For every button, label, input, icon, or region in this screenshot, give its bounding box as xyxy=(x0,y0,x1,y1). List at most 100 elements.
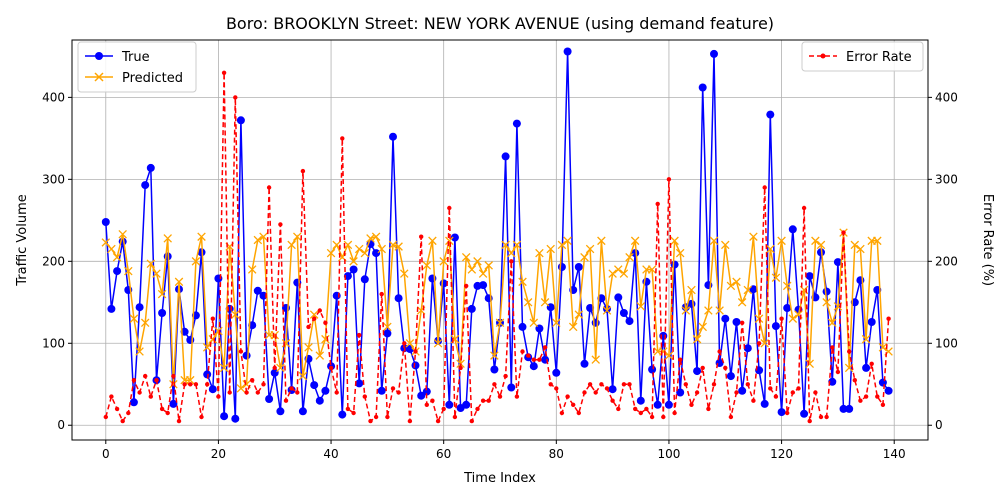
point-error-rate xyxy=(317,308,322,313)
point-error-rate xyxy=(627,382,632,387)
y-tick-label: 300 xyxy=(42,172,65,186)
point-predicted xyxy=(766,244,775,254)
legend-error-marker xyxy=(820,53,826,59)
point-error-rate xyxy=(390,386,396,391)
point-predicted xyxy=(236,384,246,393)
point-predicted xyxy=(777,236,786,246)
point-error-rate xyxy=(103,414,109,420)
point-true xyxy=(113,267,122,276)
point-predicted xyxy=(687,285,696,295)
point-true xyxy=(726,372,735,381)
point-predicted xyxy=(400,269,409,278)
point-error-rate xyxy=(526,353,531,358)
point-error-rate xyxy=(283,398,289,403)
point-true xyxy=(445,400,454,409)
point-error-rate xyxy=(847,349,852,354)
point-error-rate xyxy=(593,390,598,395)
point-true xyxy=(321,386,330,395)
point-error-rate xyxy=(182,382,187,387)
point-true xyxy=(186,336,195,344)
point-predicted xyxy=(445,236,454,246)
point-error-rate xyxy=(289,386,294,391)
x-tick-label: 80 xyxy=(549,447,564,461)
point-true xyxy=(529,362,538,371)
point-error-rate xyxy=(542,345,548,350)
point-true xyxy=(648,365,657,374)
point-true xyxy=(107,304,116,313)
point-true xyxy=(721,314,730,323)
point-error-rate xyxy=(633,406,638,412)
y2-tick-label: 200 xyxy=(935,254,958,268)
point-true xyxy=(236,116,245,125)
point-error-rate xyxy=(807,418,812,424)
point-predicted xyxy=(597,236,606,246)
point-true xyxy=(383,329,392,338)
point-error-rate xyxy=(599,382,604,387)
point-true xyxy=(653,400,662,409)
point-error-rate xyxy=(509,259,514,264)
point-error-rate xyxy=(193,382,199,387)
legend-left: True Predicted xyxy=(77,41,197,93)
point-predicted xyxy=(287,240,296,250)
point-predicted xyxy=(630,236,640,246)
point-predicted xyxy=(383,322,392,332)
legend-true-label: True xyxy=(121,50,150,65)
point-true xyxy=(822,287,831,296)
point-error-rate xyxy=(818,414,824,420)
point-predicted xyxy=(614,265,623,274)
point-true xyxy=(777,408,786,417)
point-error-rate xyxy=(661,414,666,420)
point-error-rate xyxy=(419,234,424,239)
point-predicted xyxy=(546,244,555,254)
point-error-rate xyxy=(131,378,137,383)
legend-predicted-label: Predicted xyxy=(122,71,183,86)
point-predicted xyxy=(394,242,403,251)
point-predicted xyxy=(467,265,477,274)
point-true xyxy=(693,367,702,376)
point-error-rate xyxy=(706,406,711,412)
point-predicted xyxy=(664,351,674,360)
point-error-rate xyxy=(745,382,750,387)
point-error-rate xyxy=(875,394,880,399)
point-predicted xyxy=(118,230,127,239)
point-true xyxy=(203,370,212,379)
x-tick-label: 40 xyxy=(323,447,338,461)
point-true xyxy=(129,398,138,407)
point-error-rate xyxy=(402,341,407,346)
point-error-rate xyxy=(801,205,807,211)
point-predicted xyxy=(163,234,172,243)
point-predicted xyxy=(760,339,769,348)
point-error-rate xyxy=(126,410,131,416)
point-true xyxy=(315,396,324,405)
point-error-rate xyxy=(216,394,221,399)
point-error-rate xyxy=(571,402,576,407)
point-error-rate xyxy=(306,324,311,330)
point-error-rate xyxy=(312,316,317,321)
point-error-rate xyxy=(120,418,125,424)
point-error-rate xyxy=(233,95,238,100)
point-error-rate xyxy=(435,418,441,424)
point-error-rate xyxy=(700,365,705,371)
point-error-rate xyxy=(114,406,120,412)
point-error-rate xyxy=(683,382,688,387)
point-error-rate xyxy=(328,365,334,371)
point-true xyxy=(698,83,707,92)
point-error-rate xyxy=(869,361,874,366)
point-true xyxy=(507,383,516,392)
point-true xyxy=(135,303,144,312)
point-predicted xyxy=(422,261,432,270)
point-error-rate xyxy=(441,406,446,412)
point-true xyxy=(833,258,842,267)
point-error-rate xyxy=(379,291,384,297)
point-predicted xyxy=(501,240,510,250)
point-predicted xyxy=(439,257,448,266)
point-true xyxy=(631,249,640,258)
point-predicted xyxy=(507,248,516,258)
point-error-rate xyxy=(143,373,148,379)
point-error-rate xyxy=(824,414,829,420)
point-error-rate xyxy=(430,398,435,403)
y-tick-label: 100 xyxy=(42,336,65,350)
point-error-rate xyxy=(469,418,474,424)
point-predicted xyxy=(135,347,144,356)
point-predicted xyxy=(878,343,888,352)
